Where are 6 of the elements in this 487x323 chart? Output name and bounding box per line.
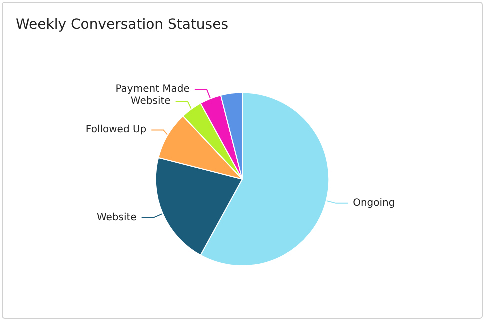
slice-label: Ongoing (353, 198, 396, 209)
chart-title: Weekly Conversation Statuses (16, 17, 229, 33)
slice-label: Website (130, 96, 171, 108)
slice-label: Followed Up (86, 124, 147, 136)
slice-label: Payment Made (116, 84, 190, 96)
slice-label: Website (96, 212, 137, 224)
